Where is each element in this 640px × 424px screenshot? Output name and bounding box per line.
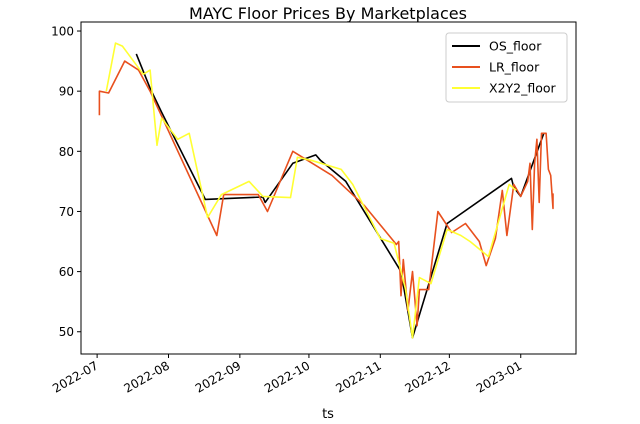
x-tick-label: 2022-07 [50, 358, 100, 395]
x-tick-label: 2023-01 [474, 358, 524, 395]
x-axis-label: ts [322, 407, 334, 420]
legend-box [445, 32, 568, 103]
y-tick-label: 70 [59, 205, 74, 219]
chart-title: MAYC Floor Prices By Marketplaces [189, 4, 467, 23]
series-line-x2y2-floor [105, 42, 517, 339]
legend: OS_floor LR_floor X2Y2_floor [445, 32, 568, 103]
y-tick-label: 50 [59, 325, 74, 339]
series-line-os-floor [135, 53, 545, 339]
y-tick-label: 100 [51, 25, 74, 39]
x-tick-label: 2022-11 [333, 358, 383, 395]
legend-label: X2Y2_floor [489, 81, 557, 96]
y-tick-label: 90 [59, 85, 74, 99]
series-line-lr-floor [98, 60, 554, 327]
x-tick-label: 2022-08 [122, 358, 172, 395]
y-tick-label: 60 [59, 265, 74, 279]
legend-label: LR_floor [489, 60, 540, 75]
x-tick-label: 2022-12 [402, 358, 452, 395]
x-tick-label: 2022-09 [193, 358, 243, 395]
y-tick-label: 80 [59, 145, 74, 159]
plot-frame [80, 21, 577, 355]
legend-label: OS_floor [489, 39, 542, 54]
x-tick-label: 2022-10 [262, 358, 312, 395]
